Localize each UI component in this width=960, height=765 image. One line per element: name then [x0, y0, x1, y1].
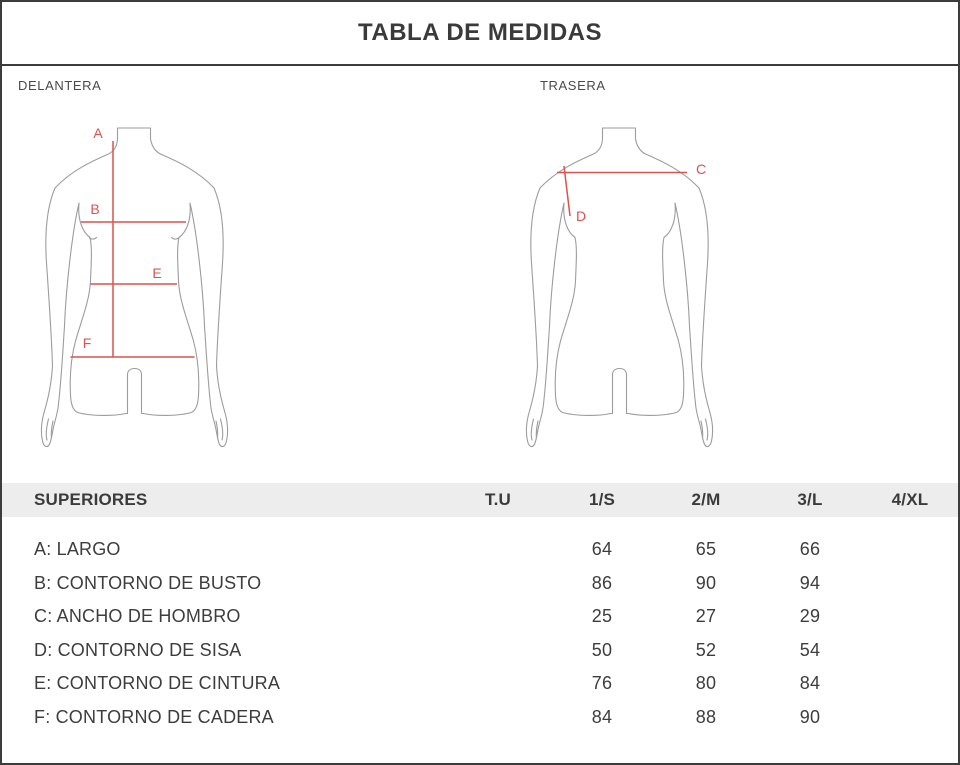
- front-figure-diagram: A B E F: [40, 125, 229, 448]
- column-header-xl: 4/XL: [891, 490, 929, 509]
- value-cell: 90: [799, 706, 821, 727]
- value-cell: 52: [695, 639, 717, 660]
- column-header-s: 1/S: [588, 490, 616, 509]
- table-body: A: LARGO 64 65 66 B: CONTORNO DE BUSTO 8…: [2, 533, 958, 734]
- value-cell: 86: [591, 572, 613, 593]
- row-label: D: CONTORNO DE SISA: [34, 639, 242, 660]
- value-cell: 76: [591, 673, 613, 694]
- table-row: A: LARGO 64 65 66: [2, 533, 958, 567]
- page-title: TABLA DE MEDIDAS: [358, 19, 602, 46]
- table-row: B: CONTORNO DE BUSTO 86 90 94: [2, 567, 958, 601]
- bust-curve-details: [88, 236, 180, 240]
- table-row: C: ANCHO DE HOMBRO 25 27 29: [2, 600, 958, 634]
- table-row: D: CONTORNO DE SISA 50 52 54: [2, 634, 958, 668]
- front-hand-details: [45, 418, 224, 441]
- table-row: E: CONTORNO DE CINTURA 76 80 84: [2, 667, 958, 701]
- front-figure-label: DELANTERA: [18, 78, 102, 93]
- value-cell: 90: [695, 572, 717, 593]
- back-measure-lines: C D: [557, 161, 706, 224]
- title-bar: TABLA DE MEDIDAS: [2, 2, 958, 66]
- column-header-superiores: SUPERIORES: [34, 490, 148, 509]
- value-cell: 88: [695, 706, 717, 727]
- marker-e-label: E: [152, 265, 161, 281]
- value-cell: 66: [799, 539, 821, 560]
- row-label: E: CONTORNO DE CINTURA: [34, 673, 281, 694]
- marker-a-label: A: [93, 125, 103, 141]
- back-body-outline: [525, 127, 714, 448]
- value-cell: 25: [591, 606, 613, 627]
- table-header-row: SUPERIORES T.U 1/S 2/M 3/L 4/XL: [2, 483, 958, 517]
- value-cell: 29: [799, 606, 821, 627]
- marker-d-label: D: [576, 208, 586, 224]
- row-label: F: CONTORNO DE CADERA: [34, 706, 274, 727]
- front-body-outline: [40, 127, 229, 448]
- front-measure-lines: A B E F: [70, 125, 195, 358]
- marker-c-label: C: [696, 161, 706, 177]
- value-cell: 84: [799, 673, 821, 694]
- value-cell: 84: [591, 706, 613, 727]
- back-figure-label: TRASERA: [540, 78, 606, 93]
- table-row: F: CONTORNO DE CADERA 84 88 90: [2, 701, 958, 735]
- value-cell: 27: [695, 606, 717, 627]
- marker-f-label: F: [83, 335, 92, 351]
- value-cell: 64: [591, 539, 613, 560]
- value-cell: 65: [695, 539, 717, 560]
- column-header-l: 3/L: [797, 490, 823, 509]
- row-label: C: ANCHO DE HOMBRO: [34, 606, 241, 627]
- figures-section: DELANTERA TRASERA A B E F: [2, 66, 958, 483]
- column-header-m: 2/M: [691, 490, 721, 509]
- row-label: A: LARGO: [34, 539, 121, 560]
- value-cell: 94: [799, 572, 821, 593]
- marker-b-label: B: [90, 201, 99, 217]
- back-hand-details: [530, 418, 709, 441]
- size-table: SUPERIORES T.U 1/S 2/M 3/L 4/XL A: LARGO…: [2, 483, 958, 734]
- row-label: B: CONTORNO DE BUSTO: [34, 572, 262, 593]
- back-figure-diagram: C D: [525, 127, 714, 448]
- value-cell: 50: [591, 639, 613, 660]
- value-cell: 54: [799, 639, 821, 660]
- column-header-tu: T.U: [484, 490, 512, 509]
- value-cell: 80: [695, 673, 717, 694]
- measure-line-d: [563, 165, 571, 217]
